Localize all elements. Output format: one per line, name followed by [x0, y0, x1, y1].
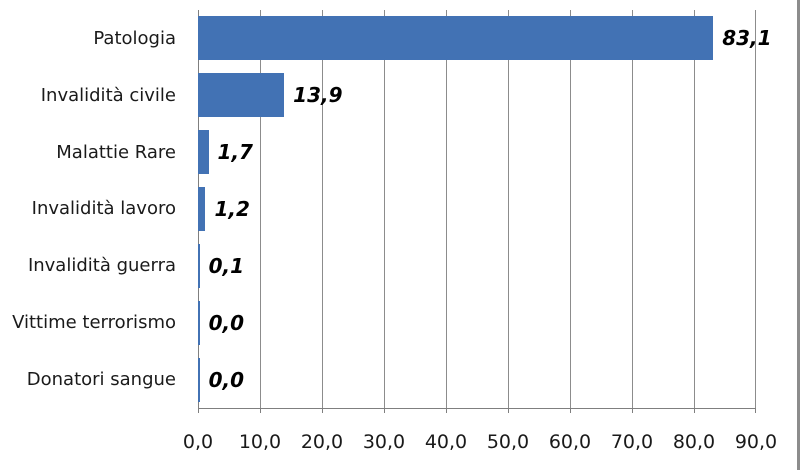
- value-label: 0,0: [208, 310, 245, 335]
- bar: [198, 16, 714, 61]
- bar: [198, 130, 209, 175]
- x-axis-tick-mark: [570, 408, 571, 413]
- x-axis-tick-mark: [384, 408, 385, 413]
- gridline: [446, 10, 447, 408]
- x-axis-tick-mark: [260, 408, 261, 413]
- gridline: [508, 10, 509, 408]
- category-label: Malattie Rare: [56, 141, 176, 163]
- category-label: Invalidità guerra: [27, 255, 176, 277]
- x-axis-tick-label: 80,0: [672, 431, 716, 453]
- gridline: [384, 10, 385, 408]
- category-label: Donatori sangue: [26, 369, 176, 391]
- value-label: 1,2: [214, 197, 250, 221]
- x-axis-tick-mark: [322, 408, 323, 413]
- gridline: [260, 10, 261, 408]
- bar: [198, 357, 200, 402]
- category-label: Invalidità civile: [40, 84, 176, 106]
- gridline: [322, 10, 323, 408]
- gridline: [755, 10, 756, 408]
- x-axis-tick-mark: [755, 408, 756, 413]
- x-axis-tick-label: 20,0: [300, 431, 344, 453]
- gridline: [694, 10, 695, 408]
- x-axis-tick-mark: [446, 408, 447, 413]
- x-axis-tick-label: 10,0: [238, 431, 282, 453]
- image-right-border: [797, 0, 800, 470]
- gridline: [570, 10, 571, 408]
- plot-area: 83,1 13,9 1,7 1,2 0,1 0,0 0,0: [198, 10, 772, 413]
- value-label: 13,9: [293, 83, 343, 108]
- bar: [198, 73, 285, 118]
- gridline: [632, 10, 633, 408]
- value-label: 0,0: [208, 367, 245, 392]
- x-axis-tick-label: 70,0: [610, 431, 654, 453]
- x-axis-tick-mark: [632, 408, 633, 413]
- category-label: Invalidità lavoro: [31, 198, 176, 220]
- value-label: 83,1: [722, 26, 772, 51]
- category-label: Vittime terrorismo: [12, 312, 176, 334]
- x-axis-line: [198, 408, 756, 409]
- x-axis-tick-label: 0,0: [182, 431, 214, 453]
- bar: [198, 243, 200, 288]
- category-label: Patologia: [93, 27, 176, 49]
- x-axis-tick-label: 60,0: [548, 431, 592, 453]
- x-axis-tick-mark: [198, 408, 199, 413]
- bar: [198, 187, 206, 231]
- x-axis-tick-label: 50,0: [486, 431, 530, 453]
- bar: [198, 300, 200, 345]
- x-axis-tick-label: 90,0: [734, 431, 778, 453]
- x-axis-tick-mark: [508, 408, 509, 413]
- x-axis-tick-mark: [694, 408, 695, 413]
- value-label: 1,7: [217, 140, 253, 165]
- x-axis-tick-label: 30,0: [362, 431, 406, 453]
- x-axis-tick-label: 40,0: [424, 431, 468, 453]
- value-label: 0,1: [208, 253, 245, 278]
